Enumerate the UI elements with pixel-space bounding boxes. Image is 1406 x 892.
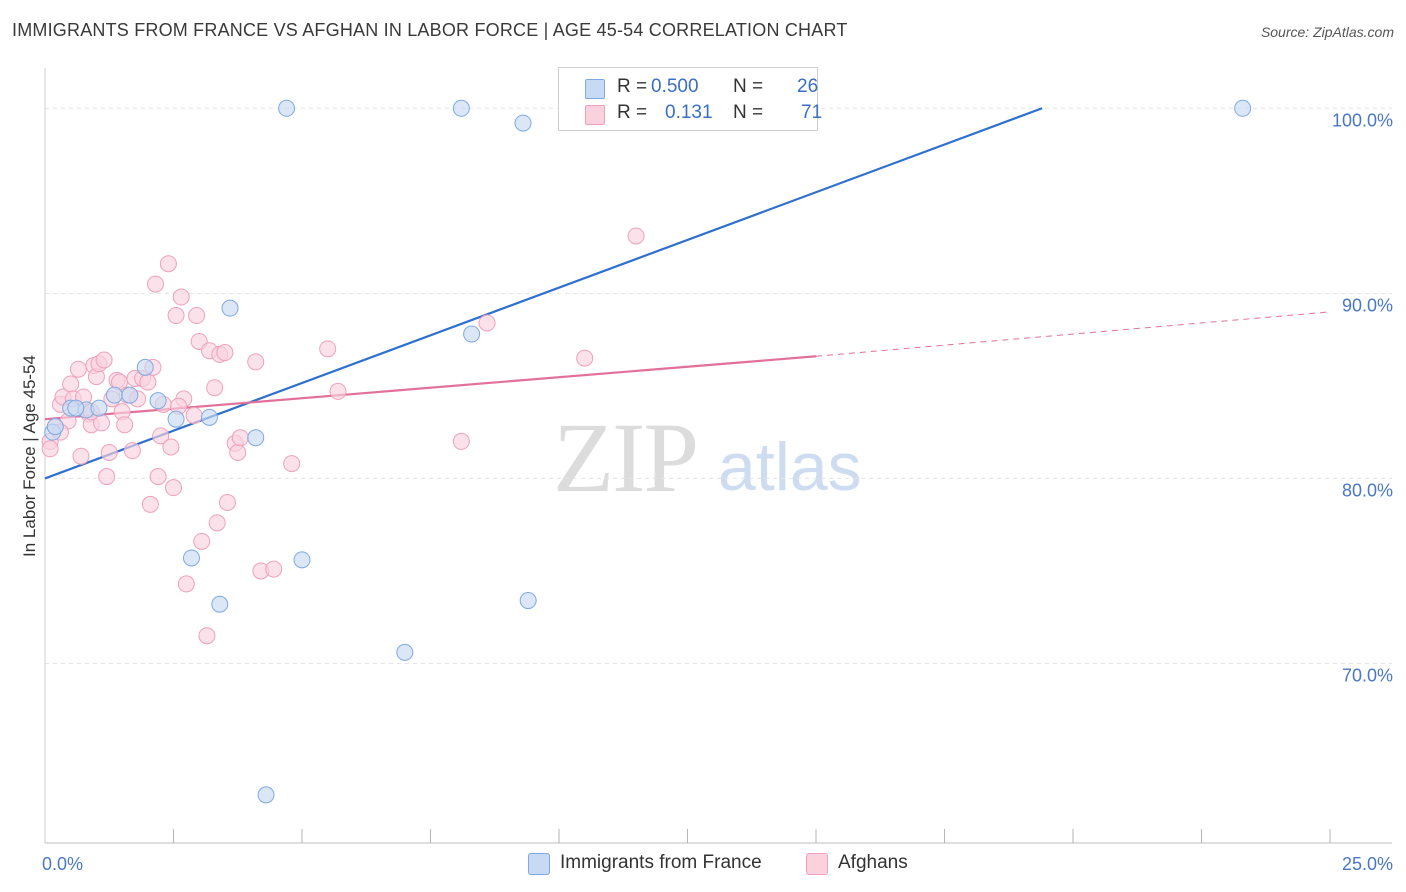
correlation-legend: R = 0.500 N = 26 R = 0.131 N = 71	[558, 67, 822, 131]
legend-swatch-afghans	[585, 105, 605, 125]
afghans-point	[98, 468, 116, 486]
afghans-point	[149, 468, 167, 486]
bottom-legend-swatch-france	[528, 853, 550, 875]
afghans-point	[231, 429, 249, 447]
y-tick-label: 90.0%	[1342, 295, 1393, 315]
x-tick-label: 0.0%	[42, 854, 83, 874]
afghans-point	[216, 344, 234, 362]
y-axis-label: In Labor Force | Age 45-54	[20, 355, 39, 557]
legend-r-label: R =	[617, 102, 648, 123]
afghans-point	[165, 479, 182, 497]
afghans-point	[188, 307, 206, 325]
france-point	[167, 410, 185, 428]
watermark-zip: ZIP	[553, 402, 699, 513]
legend-n-label: N =	[733, 76, 764, 97]
afghans-point	[319, 340, 337, 358]
france-point	[463, 325, 481, 343]
france-point	[247, 429, 265, 447]
afghans-point	[329, 382, 347, 400]
afghans-point	[95, 351, 113, 369]
afghans-point	[167, 307, 185, 325]
afghans-point	[627, 227, 645, 245]
legend-n-label: N =	[733, 102, 764, 123]
gridlines	[45, 107, 1392, 664]
france-point	[105, 386, 123, 404]
afghans-point	[116, 416, 134, 434]
france-point	[46, 418, 64, 436]
france-point	[211, 595, 229, 613]
legend-r-value: 0.131	[665, 102, 713, 123]
axes	[44, 68, 1392, 844]
afghans-point	[141, 495, 159, 513]
afghans-point	[247, 353, 265, 371]
y-tick-label: 80.0%	[1342, 480, 1393, 500]
afghans-point	[41, 440, 59, 458]
afghans-point	[162, 438, 180, 456]
afghans-point	[139, 373, 157, 391]
afghans-point	[69, 360, 87, 378]
france-point	[121, 386, 139, 404]
afghans-point	[152, 427, 170, 445]
afghans-point	[283, 455, 301, 473]
bottom-legend-label-france: Immigrants from France	[560, 852, 762, 873]
bottom-legend-label-afghans: Afghans	[838, 852, 908, 873]
afghans-point	[72, 447, 90, 465]
watermark-atlas: atlas	[718, 429, 862, 505]
afghans-point	[193, 532, 211, 550]
afghans-point	[177, 575, 195, 593]
afghans-point	[185, 406, 203, 424]
afghans-point	[478, 314, 496, 332]
afghans-point	[159, 255, 177, 273]
france-point	[67, 399, 85, 417]
legend-n-value: 71	[801, 102, 823, 123]
legend-n-value: 26	[797, 76, 819, 97]
france-point	[90, 399, 108, 417]
france-point	[182, 549, 200, 567]
afghans-trend-extension	[815, 311, 1331, 357]
afghans-point	[208, 514, 226, 532]
afghans-point	[218, 493, 236, 511]
y-tick-label: 70.0%	[1342, 665, 1393, 685]
bottom-legend-swatch-afghans	[806, 853, 828, 875]
france-point	[1234, 99, 1252, 117]
legend-r-label: R =	[617, 76, 648, 97]
afghans-point	[100, 444, 118, 461]
data-points	[41, 99, 1252, 804]
y-tick-label: 100.0%	[1332, 110, 1393, 130]
france-point	[396, 643, 414, 661]
afghans-point	[452, 432, 470, 450]
france-point	[514, 114, 532, 132]
afghans-point	[265, 560, 283, 578]
afghans-point	[147, 275, 165, 293]
afghans-point	[172, 288, 190, 306]
france-point	[136, 358, 154, 376]
afghans-point	[62, 375, 80, 393]
x-tick-label: 25.0%	[1342, 854, 1393, 874]
afghans-point	[198, 627, 216, 645]
france-point	[519, 592, 537, 610]
tick-labels: 100.0% 90.0% 80.0% 70.0% 0.0% 25.0%	[42, 110, 1393, 874]
legend-swatch-france	[585, 79, 605, 99]
afghans-point	[576, 349, 594, 367]
france-point	[452, 99, 470, 117]
france-point	[149, 392, 167, 410]
afghans-point	[123, 442, 141, 460]
chart-title: IMMIGRANTS FROM FRANCE VS AFGHAN IN LABO…	[12, 20, 848, 40]
france-point	[257, 786, 275, 804]
france-point	[278, 99, 296, 117]
france-point	[293, 551, 311, 569]
afghans-point	[206, 379, 224, 397]
afghans-point	[229, 444, 247, 461]
france-point	[200, 408, 218, 426]
france-point	[221, 299, 239, 317]
legend-r-value: 0.500	[651, 76, 699, 97]
chart-source: Source: ZipAtlas.com	[1260, 24, 1394, 40]
